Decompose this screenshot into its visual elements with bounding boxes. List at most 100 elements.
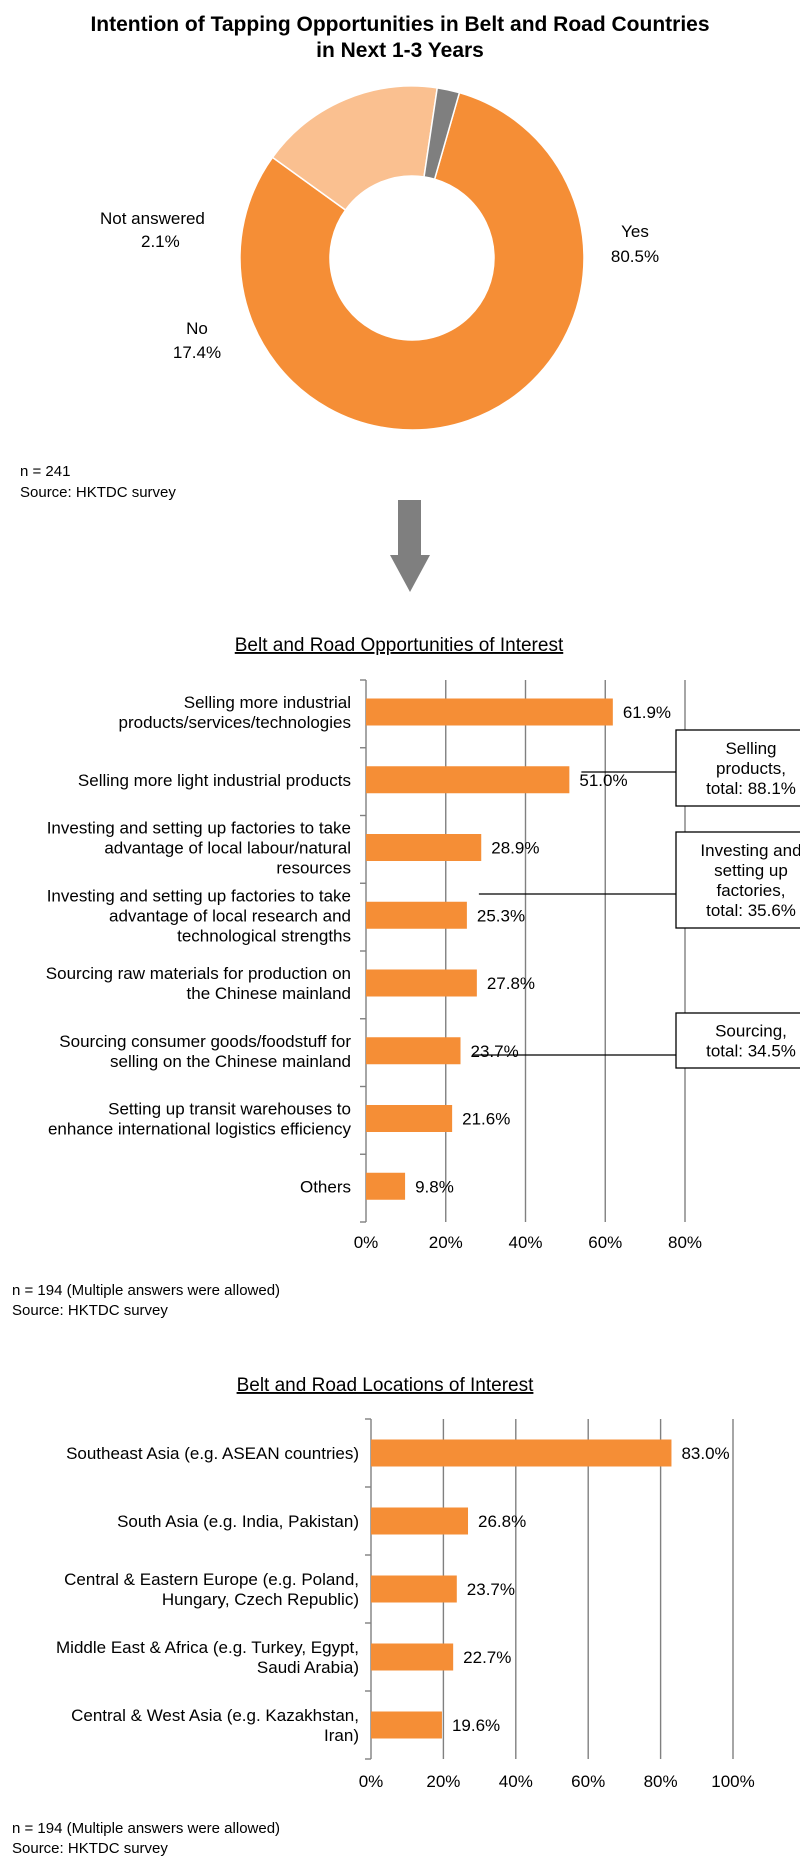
locations-category-label-0-line-0: Southeast Asia (e.g. ASEAN countries) <box>66 1444 359 1463</box>
opportunities-category-label-2-line-1: advantage of local labour/natural <box>104 839 351 858</box>
opportunities-category-label-1-line-0: Selling more light industrial products <box>78 771 351 790</box>
opportunities-category-label-0-line-1: products/services/technologies <box>119 713 351 732</box>
opportunities-tick-label-3: 60% <box>588 1233 622 1252</box>
locations-sample-size: n = 194 (Multiple answers were allowed) <box>12 1820 280 1837</box>
opportunities-value-label-0: 61.9% <box>623 703 671 722</box>
callout-text-0-line-0: Selling <box>725 739 776 758</box>
donut-slice-not-answered <box>423 87 461 181</box>
opportunities-value-label-1: 51.0% <box>579 771 627 790</box>
locations-chart-title: Belt and Road Locations of Interest <box>237 1375 535 1396</box>
opportunities-bar-2 <box>366 834 482 861</box>
opportunities-category-label-3-line-2: technological strengths <box>177 926 351 945</box>
locations-tick-label-5: 100% <box>711 1772 754 1791</box>
opportunities-bar-6 <box>366 1105 453 1132</box>
slice-label-not-answered: Not answered <box>100 209 205 228</box>
locations-source: Source: HKTDC survey <box>12 1840 168 1857</box>
callout-text-1-line-2: factories, <box>717 881 786 900</box>
donut-slice-yes <box>239 91 585 431</box>
opportunities-value-label-4: 27.8% <box>487 974 535 993</box>
opportunities-sample-size: n = 194 (Multiple answers were allowed) <box>12 1282 280 1299</box>
callout-box-0 <box>675 729 800 807</box>
locations-bar-0 <box>371 1439 672 1467</box>
opportunities-tick-label-4: 80% <box>668 1233 702 1252</box>
locations-tick-label-3: 60% <box>571 1772 605 1791</box>
down-arrow-icon <box>390 500 430 592</box>
callout-text-1-line-1: setting up <box>714 861 788 880</box>
opportunities-value-label-2: 28.9% <box>491 839 539 858</box>
opportunities-category-label-7-line-0: Others <box>300 1177 351 1196</box>
opportunities-bar-7 <box>366 1172 406 1200</box>
opportunities-category-label-4-line-0: Sourcing raw materials for production on <box>46 964 351 983</box>
locations-value-label-3: 22.7% <box>463 1648 511 1667</box>
opportunities-bar-1 <box>366 766 570 794</box>
callout-text-2-line-1: total: 34.5% <box>706 1042 796 1061</box>
donut-sample-size: n = 241 <box>20 463 70 480</box>
locations-category-label-4-line-1: Iran) <box>324 1726 359 1745</box>
opportunities-tick-label-2: 40% <box>508 1233 542 1252</box>
donut-chart-section: Intention of Tapping Opportunities in Be… <box>20 13 710 501</box>
opportunities-chart-title: Belt and Road Opportunities of Interest <box>235 635 564 656</box>
locations-bar-1 <box>371 1507 469 1535</box>
donut-title-line-1: Intention of Tapping Opportunities in Be… <box>90 13 709 36</box>
opportunities-category-label-2-line-2: resources <box>276 859 351 878</box>
locations-category-label-2-line-0: Central & Eastern Europe (e.g. Poland, <box>64 1570 359 1589</box>
donut-chart <box>239 85 585 431</box>
opportunities-tick-label-1: 20% <box>429 1233 463 1252</box>
slice-value-not-answered: 2.1% <box>141 232 180 251</box>
locations-chart-section: Belt and Road Locations of Interest 0% 20… <box>12 1375 755 1857</box>
locations-tick-label-2: 40% <box>499 1772 533 1791</box>
opportunities-value-label-5: 23.7% <box>471 1042 519 1061</box>
callout-text-1-line-0: Investing and <box>700 841 800 860</box>
locations-bar-chart: 0% 20% 40% 60% 80% 100% 83.0% Southeast Asia (e… <box>56 1418 755 1791</box>
opportunities-category-label-6-line-1: enhance international logistics efficien… <box>48 1120 352 1139</box>
opportunities-bar-3 <box>366 901 467 929</box>
locations-bar-4 <box>371 1711 442 1739</box>
locations-bar-3 <box>371 1643 454 1671</box>
callout-text-0-line-1: products, <box>716 759 786 778</box>
locations-category-label-4-line-0: Central & West Asia (e.g. Kazakhstan, <box>71 1706 359 1725</box>
slice-label-no: No <box>186 319 208 338</box>
opportunities-bar-chart: 0% 20% 40% 60% 80% 61.9% Selling more industri… <box>46 679 702 1252</box>
callout-box-1 <box>675 831 800 929</box>
opportunities-category-label-4-line-1: the Chinese mainland <box>187 984 351 1003</box>
opportunities-value-label-3: 25.3% <box>477 906 525 925</box>
opportunities-bar-0 <box>366 698 613 726</box>
donut-source: Source: HKTDC survey <box>20 484 176 501</box>
opportunities-category-label-6-line-0: Setting up transit warehouses to <box>108 1100 351 1119</box>
locations-value-label-1: 26.8% <box>478 1512 526 1531</box>
opportunities-bar-5 <box>366 1037 461 1065</box>
locations-category-label-3-line-0: Middle East & Africa (e.g. Turkey, Egypt… <box>56 1638 359 1657</box>
opportunities-bar-4 <box>366 969 477 997</box>
locations-bar-2 <box>371 1575 457 1603</box>
opportunities-source: Source: HKTDC survey <box>12 1302 168 1319</box>
callout-text-1-line-3: total: 35.6% <box>706 901 796 920</box>
opportunities-category-label-3-line-1: advantage of local research and <box>109 906 351 925</box>
callout-text-0-line-2: total: 88.1% <box>706 779 796 798</box>
donut-title-line-2: in Next 1-3 Years <box>316 39 484 62</box>
locations-category-label-1-line-0: South Asia (e.g. India, Pakistan) <box>117 1512 359 1531</box>
slice-value-no: 17.4% <box>173 343 221 362</box>
locations-value-label-4: 19.6% <box>452 1716 500 1735</box>
slice-label-yes: Yes <box>621 222 649 241</box>
locations-value-label-0: 83.0% <box>681 1444 729 1463</box>
opportunities-category-label-5-line-1: selling on the Chinese mainland <box>110 1052 351 1071</box>
locations-tick-label-4: 80% <box>644 1772 678 1791</box>
slice-value-yes: 80.5% <box>611 247 659 266</box>
opportunities-category-label-0-line-0: Selling more industrial <box>184 693 351 712</box>
callout-text-2-line-0: Sourcing, <box>715 1022 787 1041</box>
opportunities-value-label-7: 9.8% <box>415 1177 454 1196</box>
locations-category-label-3-line-1: Saudi Arabia) <box>257 1658 359 1677</box>
opportunities-category-label-3-line-0: Investing and setting up factories to ta… <box>47 886 351 905</box>
opportunities-tick-label-0: 0% <box>354 1233 379 1252</box>
locations-category-label-2-line-1: Hungary, Czech Republic) <box>162 1590 359 1609</box>
locations-tick-label-0: 0% <box>359 1772 384 1791</box>
callout-box-2 <box>675 1012 800 1069</box>
opportunities-chart-section: Belt and Road Opportunities of Interest … <box>12 635 800 1319</box>
donut-slice-no <box>271 85 439 212</box>
opportunities-value-label-6: 21.6% <box>462 1110 510 1129</box>
locations-value-label-2: 23.7% <box>467 1580 515 1599</box>
opportunities-category-label-5-line-0: Sourcing consumer goods/foodstuff for <box>59 1032 351 1051</box>
opportunities-category-label-2-line-0: Investing and setting up factories to ta… <box>47 819 351 838</box>
